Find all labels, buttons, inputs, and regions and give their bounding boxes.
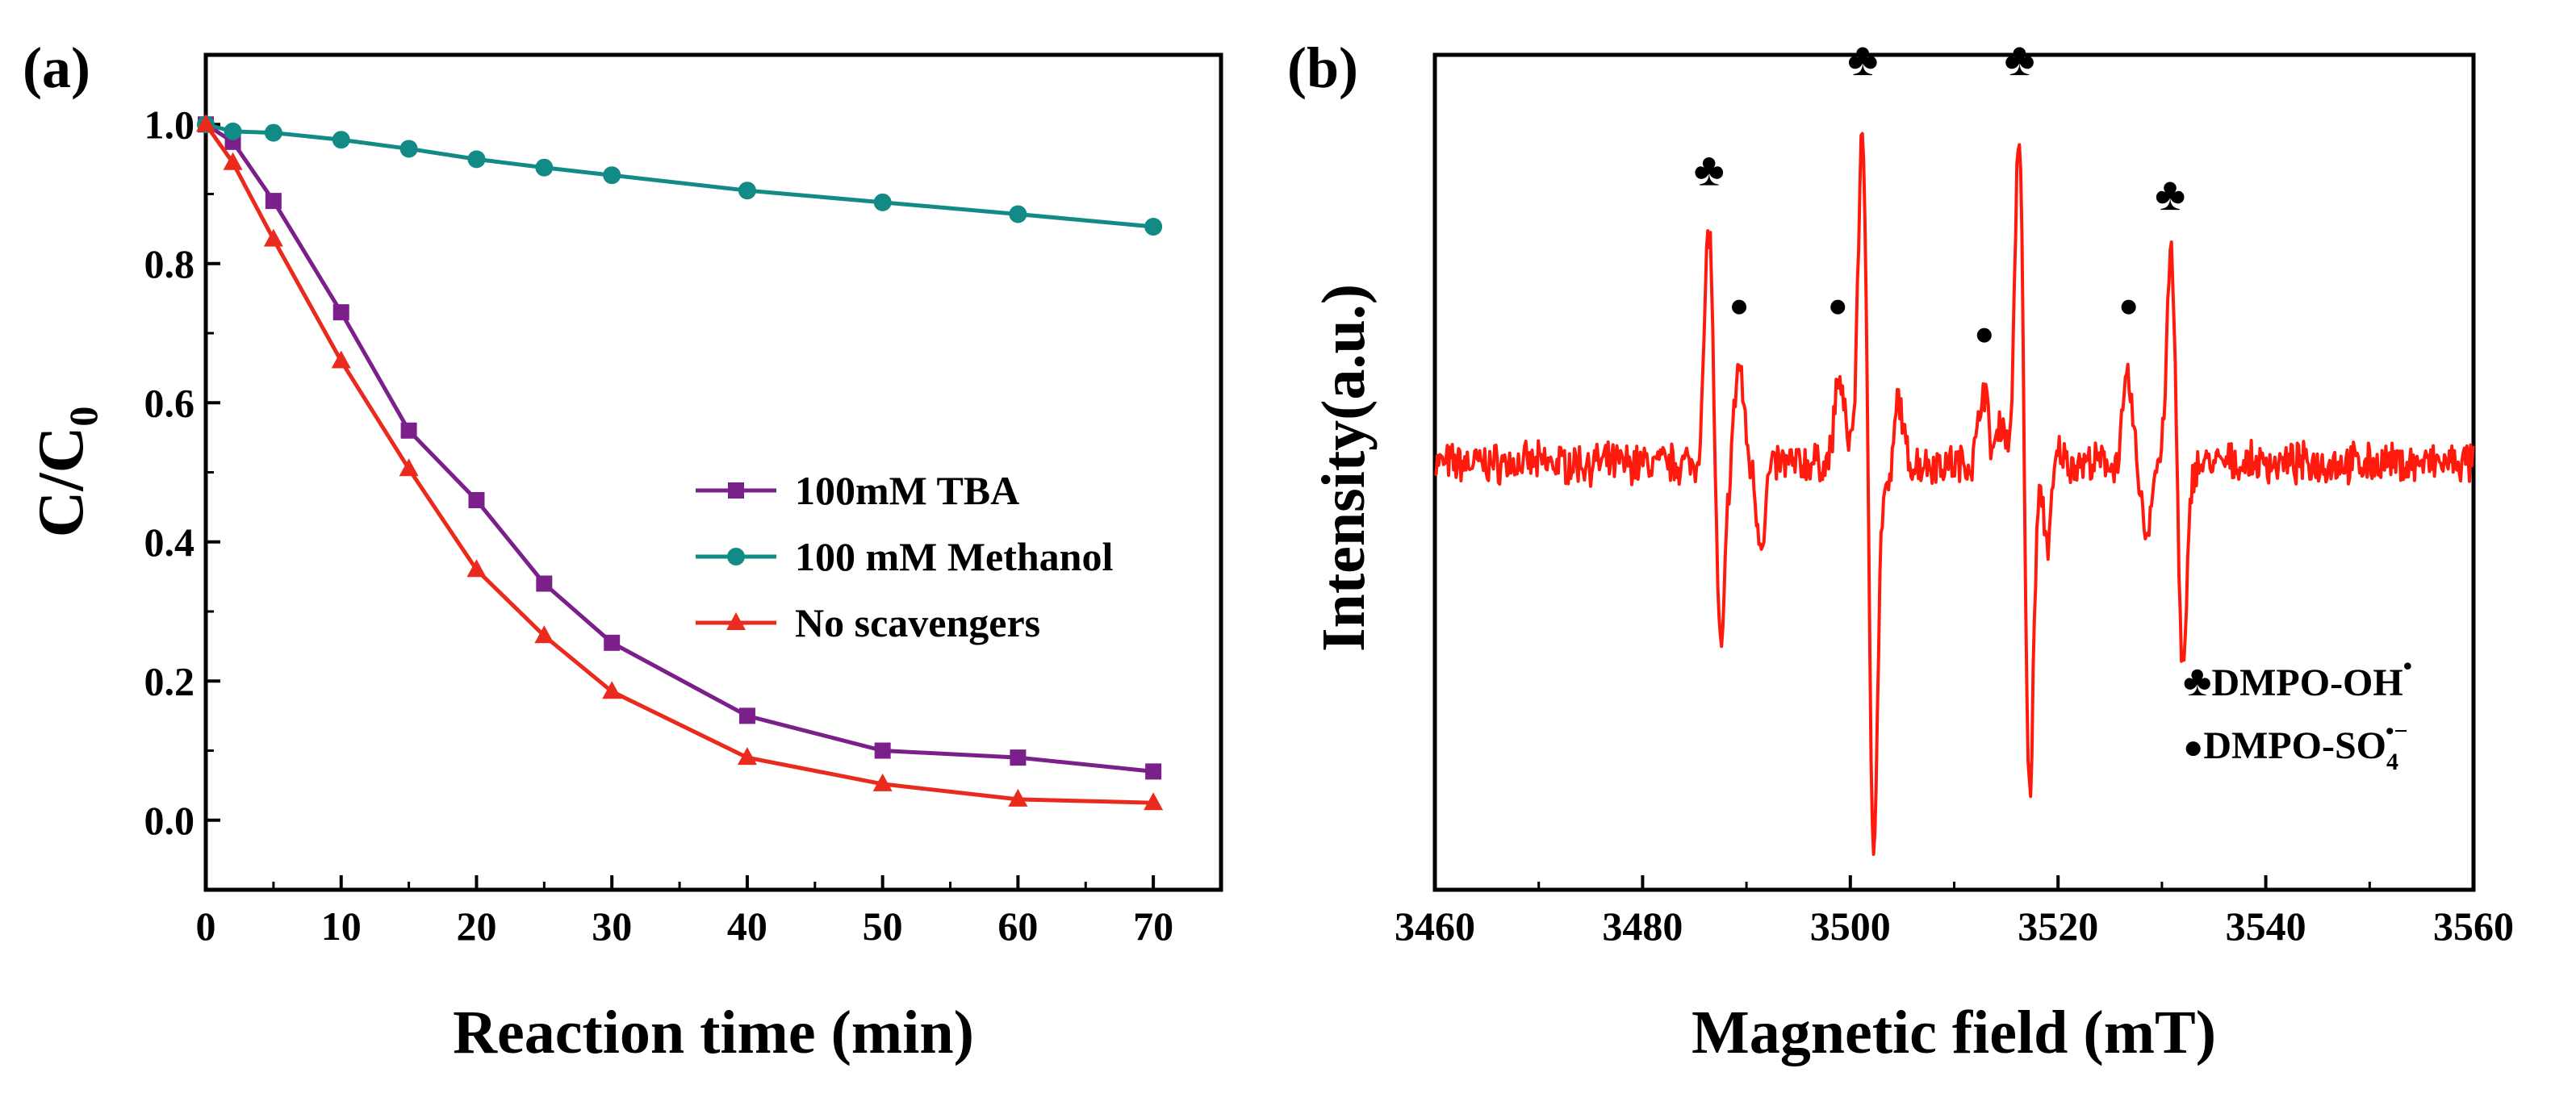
y-tick-label: 0.2 (144, 658, 195, 703)
data-point-triangle (331, 350, 351, 369)
legend-superscript: •− (2386, 718, 2408, 745)
panel-a: (a) 0 10 20 30 40 50 60 70 0.0 0.2 0.4 0.6 0.8 1.0 Re… (23, 35, 1223, 1066)
dot-marker-annotation: ● (2118, 287, 2139, 324)
panel-b-y-axis-label: Intensity(a.u.) (1310, 284, 1378, 652)
data-point-square (468, 492, 485, 508)
x-tick-label: 40 (727, 903, 767, 949)
panel-a-ticks: 0 10 20 30 40 50 60 70 0.0 0.2 0.4 0.6 0.8 1.0 (144, 53, 1173, 949)
panel-b: (b) 3460 3480 3500 3520 3540 3560 ♣ ● ● ♣ ● ♣ ● ♣ Ma… (1287, 33, 2514, 1066)
dot-marker-annotation: ● (1828, 287, 1848, 324)
panel-b-annotations: ♣ ● ● ♣ ● ♣ ● ♣ (1694, 33, 2185, 353)
x-tick-label: 20 (456, 903, 496, 949)
club-marker-annotation: ♣ (2155, 168, 2185, 220)
y-tick-label: 0.4 (144, 520, 195, 565)
legend-entry: ●DMPO-SO4 •− (2183, 718, 2408, 775)
legend-label: 100 mM Methanol (795, 534, 1113, 579)
legend-symbol: ● (2183, 729, 2203, 766)
data-point-circle (1009, 205, 1027, 223)
legend-label: 100mM TBA (795, 468, 1019, 513)
panel-b-label: (b) (1287, 35, 1358, 100)
data-point-circle (399, 140, 418, 158)
dot-marker-annotation: ● (1974, 316, 1994, 353)
x-tick-label: 3460 (1395, 903, 1475, 949)
x-tick-label: 10 (321, 903, 362, 949)
x-tick-label: 3500 (1810, 903, 1891, 949)
legend-entry: ♣DMPO-OH• (2183, 651, 2412, 705)
club-marker-annotation: ♣ (1694, 143, 1725, 195)
y-tick-label: 0.0 (144, 798, 195, 843)
data-point-triangle (534, 625, 554, 644)
panel-a-series (196, 114, 1164, 811)
data-point-triangle (872, 773, 893, 791)
data-point-square (604, 634, 621, 651)
legend-label: DMPO-SO (2203, 724, 2386, 767)
x-tick-label: 3480 (1602, 903, 1683, 949)
data-point-triangle (399, 458, 419, 477)
data-point-square (332, 304, 349, 321)
panel-a-legend: 100mM TBA 100 mM Methanol No scavengers (696, 468, 1113, 645)
legend-label: No scavengers (795, 600, 1040, 645)
data-point-triangle (466, 559, 487, 578)
data-point-circle (535, 158, 554, 177)
y-tick-label: 0.6 (144, 380, 195, 425)
panel-a-y-axis-label-sub: 0 (61, 407, 106, 427)
data-point-circle (603, 166, 621, 185)
data-point-circle (727, 548, 745, 565)
data-point-square (1010, 749, 1027, 766)
dot-marker-annotation: ● (1729, 287, 1749, 324)
data-point-triangle (737, 747, 757, 766)
legend-superscript: • (2403, 651, 2412, 680)
data-point-circle (264, 123, 282, 142)
club-marker-annotation: ♣ (2005, 33, 2035, 86)
panel-b-ticks: 3460 3480 3500 3520 3540 3560 (1395, 875, 2514, 949)
data-point-square (1145, 763, 1162, 780)
epr-spectrum-line (1433, 131, 2475, 856)
data-point-circle (332, 131, 350, 149)
x-tick-label: 0 (196, 903, 216, 949)
data-point-square (738, 707, 755, 724)
data-point-square (265, 193, 282, 210)
data-point-square (400, 422, 417, 439)
data-point-square (728, 482, 744, 499)
panel-a-y-axis-label-main: C/C (26, 427, 97, 538)
data-point-triangle (263, 228, 283, 247)
y-tick-label: 1.0 (144, 102, 195, 147)
data-point-triangle (602, 681, 622, 699)
legend-subscript: 4 (2386, 749, 2398, 775)
data-point-circle (224, 122, 242, 140)
panel-b-x-axis-label: Magnetic field (mT) (1692, 999, 2216, 1066)
data-point-triangle (726, 612, 746, 630)
panel-a-label: (a) (23, 35, 90, 100)
x-tick-label: 70 (1133, 903, 1173, 949)
x-tick-label: 50 (863, 903, 903, 949)
data-point-triangle (196, 114, 215, 132)
data-point-triangle (223, 152, 243, 170)
data-point-circle (467, 150, 486, 169)
series-line-0 (204, 123, 1154, 774)
x-tick-label: 3560 (2433, 903, 2514, 949)
x-tick-label: 3520 (2018, 903, 2098, 949)
data-point-triangle (1144, 792, 1164, 811)
y-tick-label: 0.8 (144, 241, 195, 286)
data-point-square (874, 742, 891, 759)
series-line-2 (203, 123, 1154, 805)
club-marker-annotation: ♣ (1847, 33, 1878, 86)
panel-a-y-axis-label: C/C0 (26, 407, 106, 538)
legend-label: DMPO-OH (2211, 661, 2402, 704)
data-point-triangle (1008, 788, 1028, 807)
data-point-circle (873, 193, 892, 211)
panel-b-series (1433, 131, 2475, 856)
data-point-circle (738, 182, 756, 200)
panel-a-x-axis-label: Reaction time (min) (453, 999, 974, 1066)
x-tick-label: 30 (592, 903, 632, 949)
x-tick-label: 3540 (2226, 903, 2306, 949)
data-point-square (536, 575, 553, 592)
data-point-circle (1144, 218, 1163, 236)
legend-symbol: ♣ (2183, 657, 2211, 705)
panel-b-legend: ♣DMPO-OH• ●DMPO-SO4 •− (2183, 651, 2412, 775)
x-tick-label: 60 (997, 903, 1038, 949)
